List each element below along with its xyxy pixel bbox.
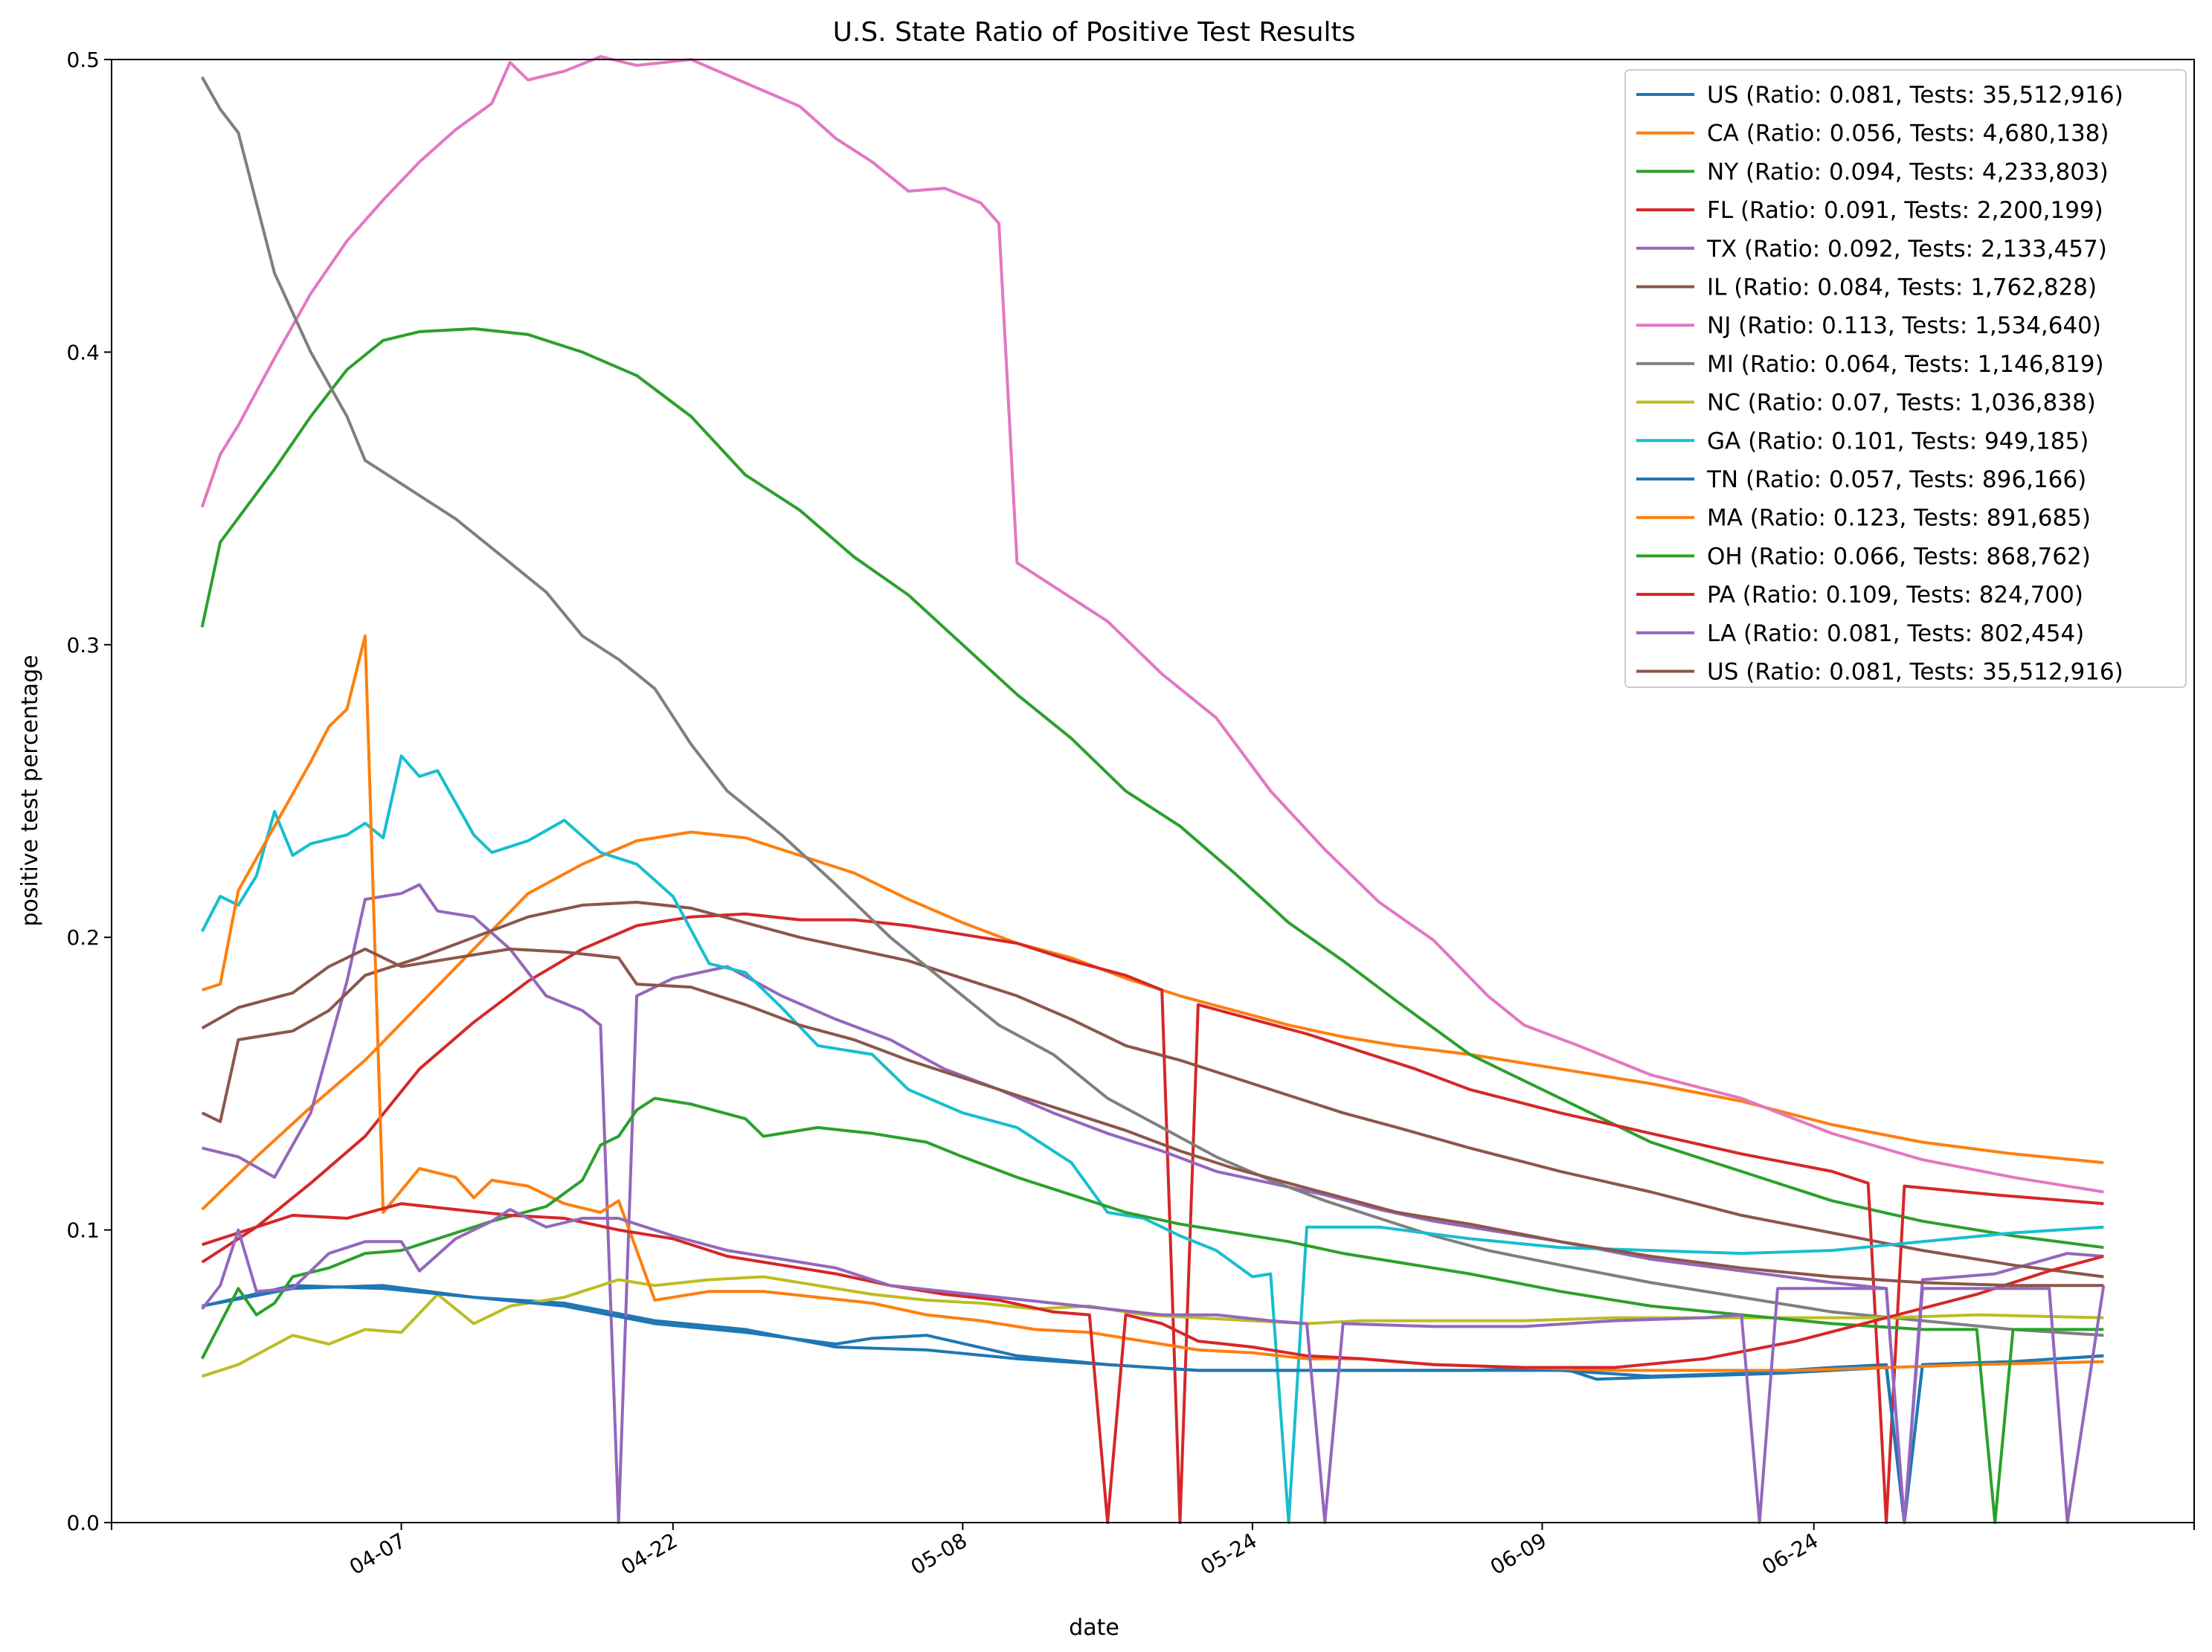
- series-lines: [200, 55, 2106, 1524]
- legend-entry: FL (Ratio: 0.091, Tests: 2,200,199): [1707, 197, 2103, 224]
- series-line-12: [200, 1096, 2104, 1524]
- x-axis-label: date: [1069, 1615, 1119, 1641]
- legend-entry: IL (Ratio: 0.084, Tests: 1,762,828): [1707, 274, 2097, 301]
- series-line-7: [200, 76, 2104, 1337]
- y-tick-label: 0.0: [66, 1511, 100, 1535]
- series-line-13: [202, 1202, 2104, 1524]
- y-tick-label: 0.3: [66, 633, 100, 658]
- legend-entry: US (Ratio: 0.081, Tests: 35,512,916): [1707, 659, 2123, 686]
- y-tick-label: 0.5: [66, 48, 100, 72]
- legend-entry: TX (Ratio: 0.092, Tests: 2,133,457): [1706, 236, 2107, 263]
- series-line-6: [200, 55, 2104, 1194]
- y-tick-label: 0.2: [66, 925, 100, 950]
- y-tick-label: 0.1: [66, 1218, 100, 1243]
- series-line-14: [201, 1208, 2106, 1524]
- legend-entry: US (Ratio: 0.081, Tests: 35,512,916): [1707, 82, 2123, 109]
- legend-entry: TN (Ratio: 0.057, Tests: 896,166): [1706, 466, 2086, 493]
- legend-entry: CA (Ratio: 0.056, Tests: 4,680,138): [1707, 120, 2109, 147]
- legend-entry: NY (Ratio: 0.094, Tests: 4,233,803): [1707, 158, 2109, 185]
- legend-entry: MA (Ratio: 0.123, Tests: 891,685): [1707, 505, 2091, 532]
- y-axis: 0.0 0.1 0.2 0.3 0.4 0.5: [66, 48, 112, 1535]
- series-line-8: [202, 1275, 2104, 1378]
- legend-entry: OH (Ratio: 0.066, Tests: 868,762): [1707, 543, 2091, 570]
- legend-entry: NJ (Ratio: 0.113, Tests: 1,534,640): [1707, 312, 2101, 339]
- series-line-4: [202, 883, 2104, 1524]
- legend-entry: MI (Ratio: 0.064, Tests: 1,146,819): [1707, 351, 2104, 378]
- legend-entry: GA (Ratio: 0.101, Tests: 949,185): [1707, 428, 2089, 454]
- legend-entry: LA (Ratio: 0.081, Tests: 802,454): [1707, 620, 2084, 647]
- y-tick-label: 0.4: [66, 340, 100, 364]
- series-line-3: [201, 912, 2104, 1524]
- series-line-5: [201, 901, 2104, 1279]
- legend: US (Ratio: 0.081, Tests: 35,512,916) CA (…: [1624, 69, 2187, 688]
- y-axis-label: positive test percentage: [17, 655, 43, 926]
- legend-box: [1624, 69, 2187, 688]
- series-line-15: [201, 947, 2104, 1288]
- legend-entry: PA (Ratio: 0.109, Tests: 824,700): [1707, 582, 2083, 608]
- chart-title: U.S. State Ratio of Positive Test Result…: [833, 17, 1356, 48]
- legend-entry: NC (Ratio: 0.07, Tests: 1,036,838): [1707, 390, 2096, 417]
- plot-frame: [111, 59, 2195, 1523]
